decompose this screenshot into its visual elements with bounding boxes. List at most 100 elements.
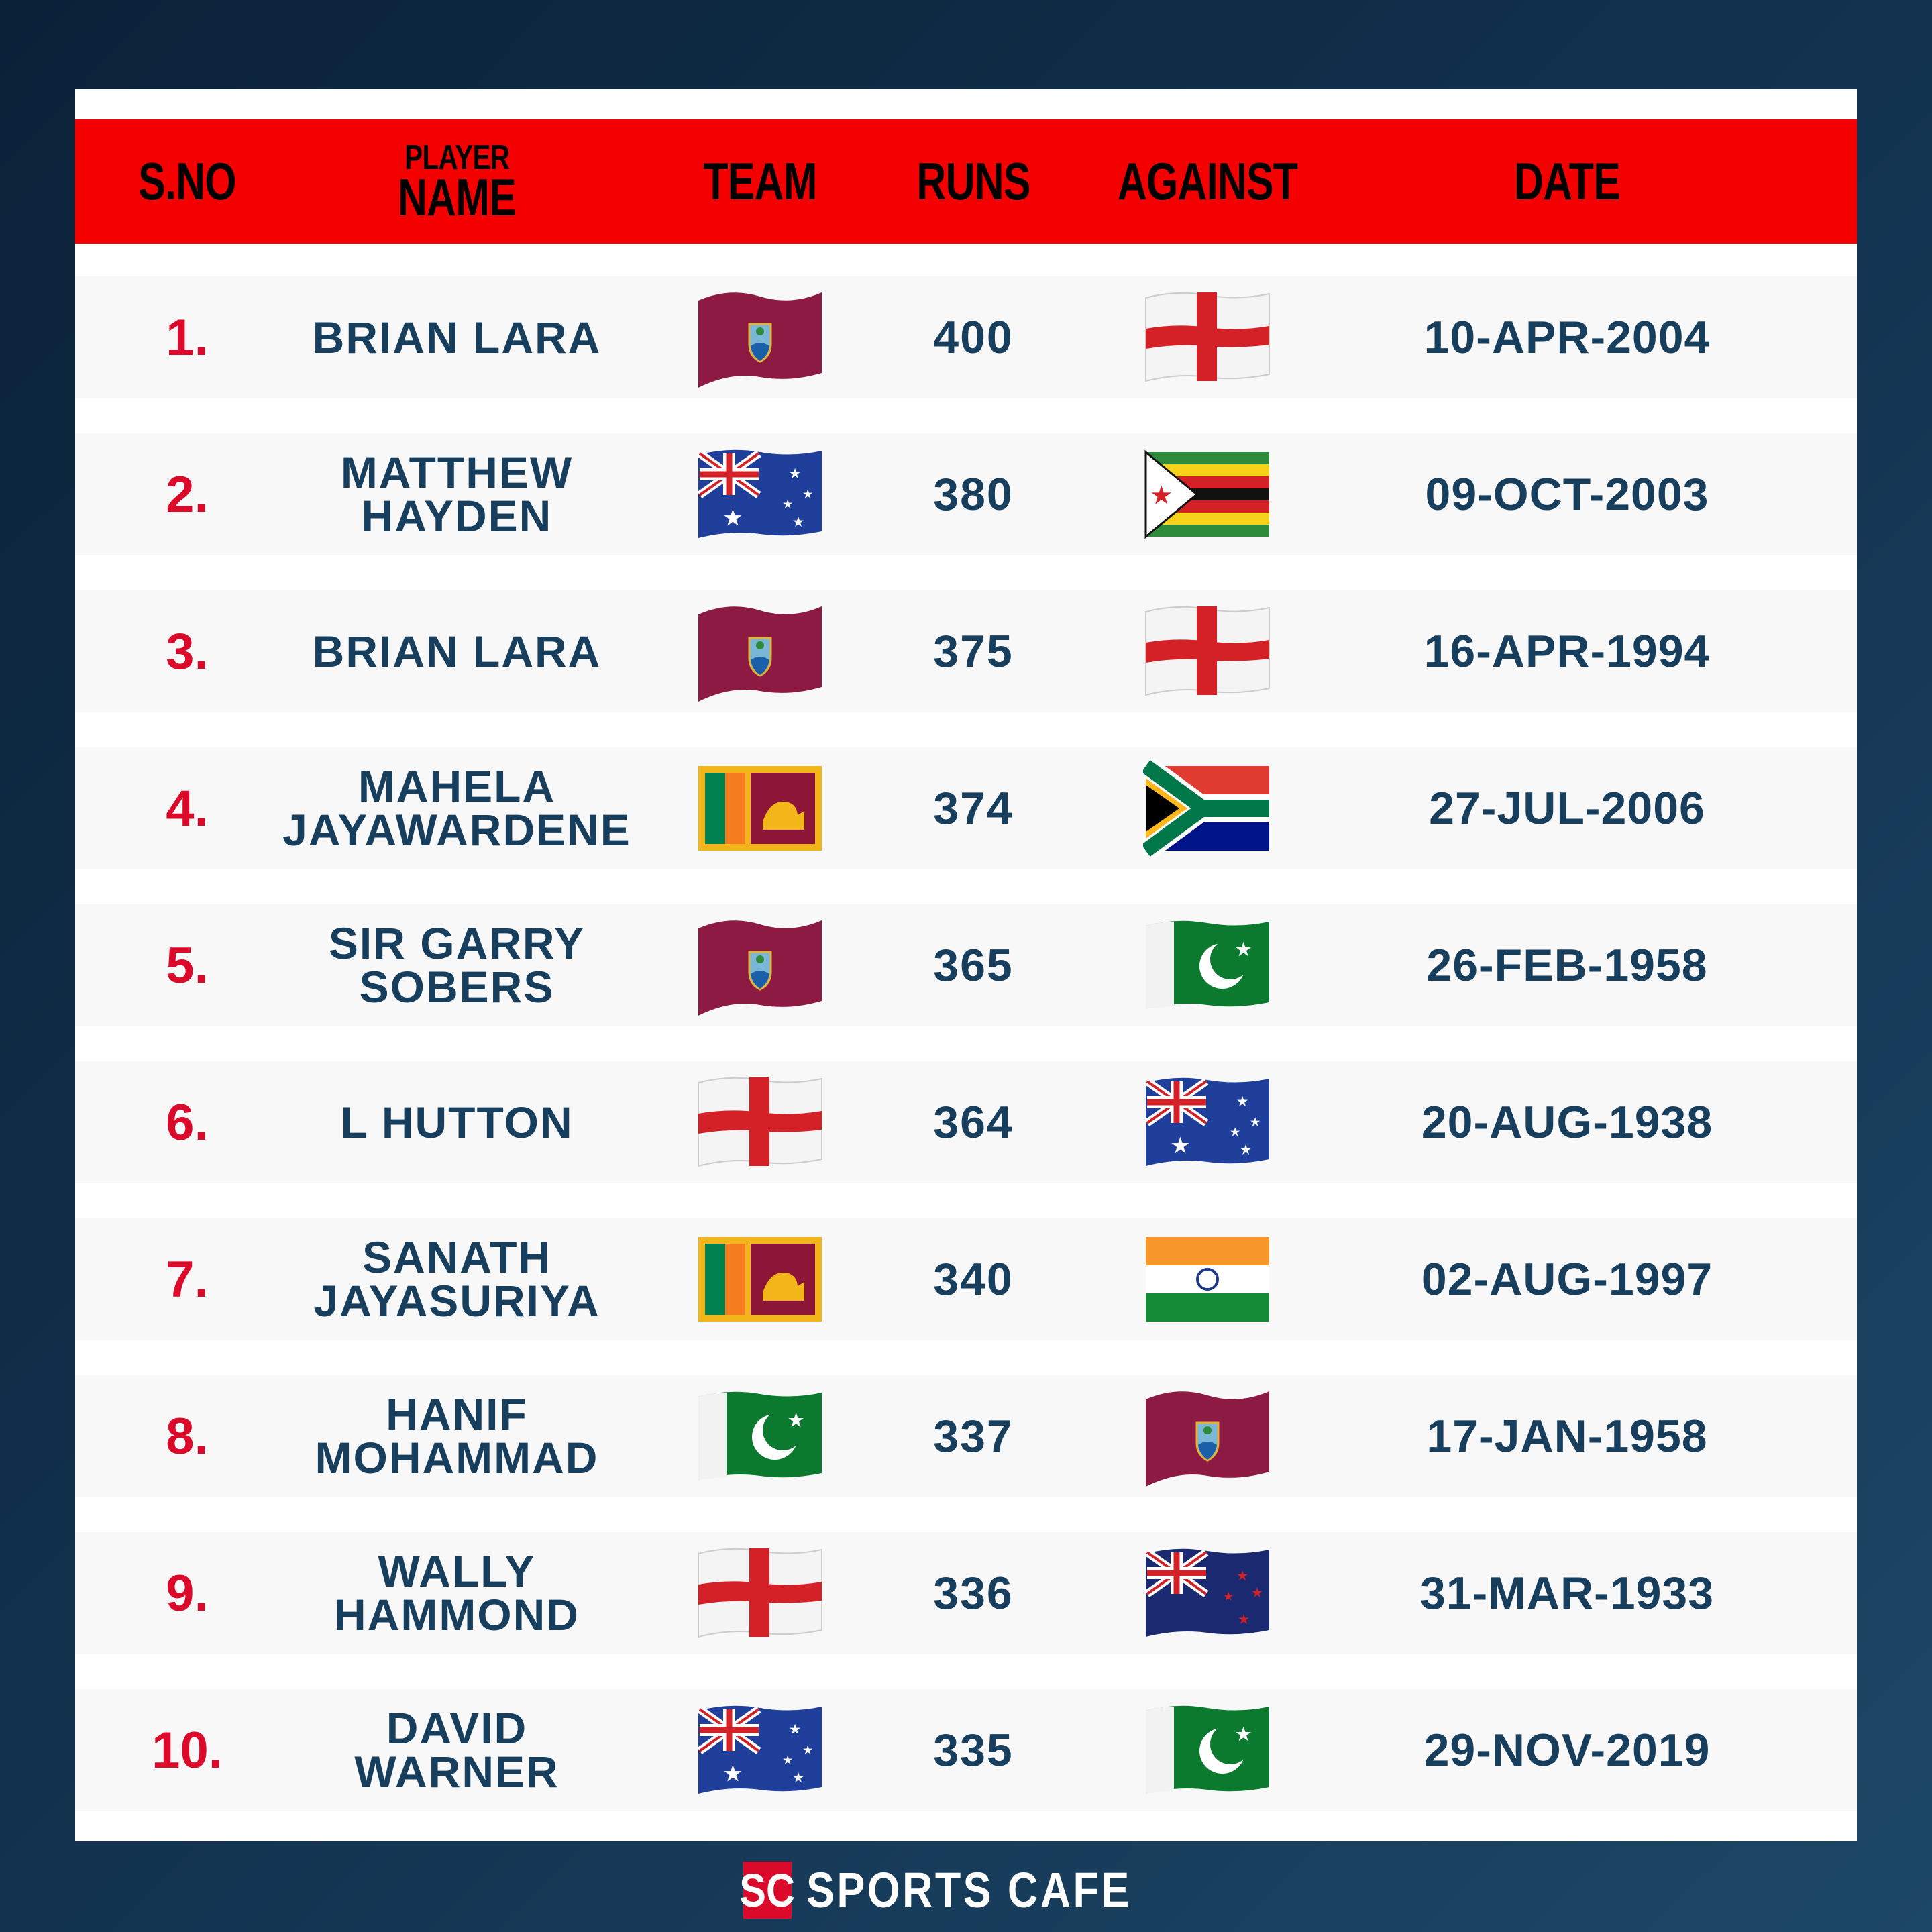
player-name-line: JAYAWARDENE (282, 805, 631, 855)
player-name-line: MAHELA (358, 761, 556, 812)
header-sno: S.NO (125, 119, 250, 244)
england-flag-icon (696, 1543, 824, 1644)
rank: 8. (166, 1407, 209, 1465)
australia-flag-icon (696, 1700, 824, 1801)
table-row: 1. BRIAN LARA 400 10-APR-2004 (75, 276, 1857, 398)
runs: 380 (933, 469, 1014, 520)
team-flag (696, 1375, 824, 1497)
runs: 364 (933, 1097, 1014, 1148)
team-flag (696, 590, 824, 712)
against-flag (1143, 1218, 1272, 1340)
match-date: 20-AUG-1938 (1421, 1097, 1713, 1148)
table-row: 9. WALLY HAMMOND 336 31-MAR-1933 (75, 1532, 1857, 1654)
player-name: SIR GARRY SOBERS (329, 904, 585, 1026)
header-against-label: AGAINST (1117, 152, 1298, 211)
sri-lanka-flag-icon (696, 758, 824, 859)
header-team: TEAM (688, 119, 833, 244)
header-runs: RUNS (900, 119, 1046, 244)
match-date: 16-APR-1994 (1424, 626, 1711, 677)
player-name: MAHELA JAYAWARDENE (282, 747, 631, 869)
match-date: 29-NOV-2019 (1424, 1725, 1711, 1776)
team-flag (696, 747, 824, 869)
runs: 335 (933, 1725, 1014, 1776)
match-date: 26-FEB-1958 (1426, 940, 1708, 991)
sports-cafe-logo: SC (740, 1862, 795, 1919)
table-row: 6. L HUTTON 364 20-AUG-1938 (75, 1061, 1857, 1183)
table-header: S.NO PLAYER NAME TEAM RUNS AGAINST DATE (75, 119, 1857, 244)
runs: 400 (933, 312, 1014, 363)
table-row: 5. SIR GARRY SOBERS 365 26-FEB-1958 (75, 904, 1857, 1026)
brand-name: SPORTS CAFE (806, 1862, 1132, 1918)
west-indies-flag-icon (696, 601, 824, 702)
runs: 336 (933, 1568, 1014, 1619)
header-team-label: TEAM (703, 152, 817, 211)
player-name: L HUTTON (340, 1061, 573, 1183)
against-flag (1143, 1689, 1272, 1811)
player-name: WALLY HAMMOND (334, 1532, 580, 1654)
player-name: MATTHEW HAYDEN (341, 433, 573, 555)
rank: 10. (152, 1721, 223, 1779)
rank: 7. (166, 1250, 209, 1308)
runs: 337 (933, 1411, 1014, 1462)
zimbabwe-flag-icon (1143, 444, 1272, 545)
player-name: HANIF MOHAMMAD (315, 1375, 599, 1497)
player-name-line: HAYDEN (361, 491, 553, 541)
table-row: 10. DAVID WARNER 335 29-NOV-2019 (75, 1689, 1857, 1811)
player-name: SANATH JAYASURIYA (313, 1218, 600, 1340)
player-name-line: BRIAN LARA (312, 312, 602, 362)
player-name-line: WALLY (378, 1546, 536, 1597)
match-date: 17-JAN-1958 (1426, 1411, 1708, 1462)
sri-lanka-flag-icon (696, 1229, 824, 1330)
west-indies-flag-icon (696, 287, 824, 388)
against-flag (1143, 1532, 1272, 1654)
player-name-line: SOBERS (359, 962, 555, 1012)
brand-footer: SC SPORTS CAFE (0, 1862, 1932, 1919)
pakistan-flag-icon (696, 1386, 824, 1487)
player-name-line: HANIF (386, 1389, 528, 1440)
runs: 374 (933, 783, 1014, 834)
table-row: 8. HANIF MOHAMMAD 337 17-JAN-1958 (75, 1375, 1857, 1497)
match-date: 10-APR-2004 (1424, 312, 1711, 363)
team-flag (696, 433, 824, 555)
player-name-line: HAMMOND (334, 1590, 580, 1640)
new-zealand-flag-icon (1143, 1543, 1272, 1644)
against-flag (1143, 1061, 1272, 1183)
pakistan-flag-icon (1143, 915, 1272, 1016)
rank: 1. (166, 309, 209, 366)
player-name: BRIAN LARA (313, 276, 602, 398)
rank: 6. (166, 1093, 209, 1151)
rank: 4. (166, 780, 209, 837)
india-flag-icon (1143, 1229, 1272, 1330)
runs: 340 (933, 1254, 1014, 1305)
against-flag (1143, 1375, 1272, 1497)
header-date: DATE (1499, 119, 1635, 244)
england-flag-icon (696, 1072, 824, 1173)
header-date-label: DATE (1514, 152, 1621, 211)
south-africa-flag-icon (1143, 758, 1272, 859)
against-flag (1143, 590, 1272, 712)
player-name: BRIAN LARA (313, 590, 602, 712)
pakistan-flag-icon (1143, 1700, 1272, 1801)
australia-flag-icon (1143, 1072, 1272, 1173)
australia-flag-icon (696, 444, 824, 545)
england-flag-icon (1143, 601, 1272, 702)
table-row: 4. MAHELA JAYAWARDENE 374 27-JUL-2006 (75, 747, 1857, 869)
player-name-line: SANATH (362, 1232, 552, 1283)
header-runs-label: RUNS (916, 152, 1030, 211)
player-name-line: SIR GARRY (328, 918, 586, 969)
england-flag-icon (1143, 287, 1272, 388)
rank: 5. (166, 936, 209, 994)
rank: 9. (166, 1564, 209, 1622)
player-name-line: WARNER (354, 1747, 559, 1796)
against-flag (1143, 747, 1272, 869)
table-row: 3. BRIAN LARA 375 16-APR-1994 (75, 590, 1857, 712)
west-indies-flag-icon (1143, 1386, 1272, 1487)
player-name-line: L HUTTON (340, 1097, 574, 1147)
player-name-line: JAYASURIYA (313, 1276, 600, 1326)
player-name-line: MATTHEW (340, 447, 574, 498)
against-flag (1143, 904, 1272, 1026)
team-flag (696, 276, 824, 398)
header-against: AGAINST (1092, 119, 1323, 244)
team-flag (696, 904, 824, 1026)
runs: 365 (933, 940, 1014, 991)
